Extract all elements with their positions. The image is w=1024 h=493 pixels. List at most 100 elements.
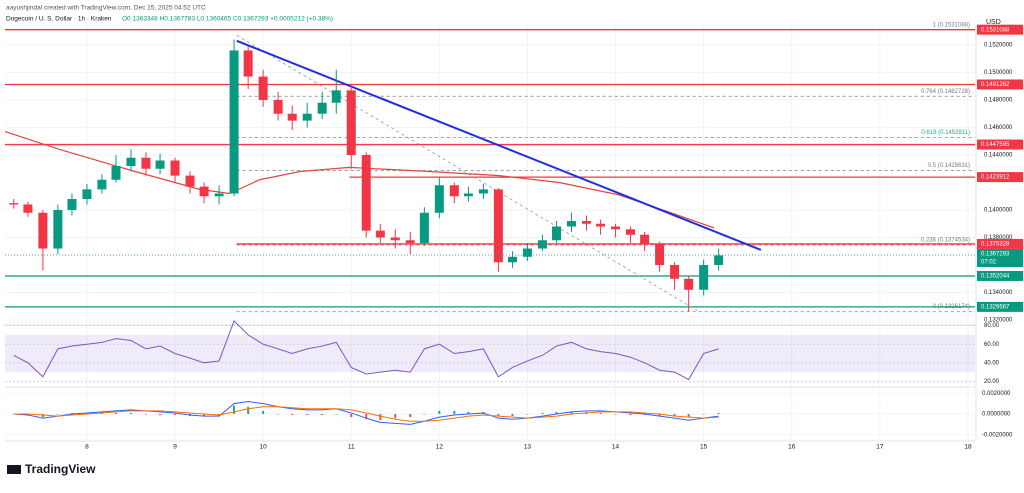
macd-histogram — [26, 414, 29, 416]
macd-histogram — [321, 414, 324, 416]
macd-histogram — [218, 414, 221, 416]
candle-body — [699, 265, 709, 290]
macd-line — [13, 401, 719, 425]
candle-body — [463, 193, 473, 197]
macd-histogram — [555, 411, 558, 414]
macd-tick-label: -0.0020000 — [982, 432, 1013, 438]
macd-histogram — [453, 410, 456, 414]
candle-body — [552, 226, 562, 241]
candle-body — [126, 157, 136, 166]
candle-body — [493, 189, 503, 263]
candle-body — [287, 113, 297, 121]
last-price-label: 0.1367293 — [981, 252, 1010, 258]
y-tick-label: 0.1500000 — [984, 70, 1013, 76]
level-tag-label: 0.1352044 — [981, 274, 1010, 280]
x-tick-label: 17 — [876, 444, 884, 451]
brand: TradingView — [25, 462, 96, 476]
logo-mark — [7, 465, 21, 474]
logo: TradingView — [7, 462, 96, 476]
candle-body — [346, 90, 356, 155]
level-tag-label: 0.1491262 — [981, 82, 1010, 88]
candle-body — [199, 186, 209, 197]
candle-body — [302, 113, 312, 121]
candle-body — [82, 189, 92, 200]
candle-body — [537, 240, 547, 249]
candle-body — [684, 278, 694, 290]
candle-body — [229, 50, 239, 194]
macd-histogram — [277, 414, 280, 415]
y-tick-label: 0.1440000 — [984, 153, 1013, 159]
candle-body — [67, 199, 77, 211]
x-tick-label: 13 — [524, 444, 532, 451]
x-tick-label: 16 — [788, 444, 796, 451]
signal-line — [13, 406, 719, 422]
x-tick-label: 8 — [85, 444, 89, 451]
ohlc: O0.1363348 H0.1367783 L0.1360465 C0.1367… — [122, 16, 333, 23]
candle-body — [38, 212, 48, 249]
macd-histogram — [174, 414, 177, 416]
macd-histogram — [306, 414, 309, 416]
candle-body — [596, 223, 606, 227]
candle-body — [9, 203, 19, 205]
macd-histogram — [144, 414, 147, 415]
candle-body — [97, 179, 107, 190]
candle-body — [243, 50, 253, 77]
candle-body — [185, 175, 195, 187]
moving-average — [4, 131, 715, 229]
macd-histogram — [129, 412, 132, 414]
candle-body — [626, 229, 636, 235]
macd-tick-label: 0.0020000 — [982, 391, 1011, 397]
macd-histogram — [70, 412, 73, 414]
macd-histogram — [541, 412, 544, 414]
macd-histogram — [687, 414, 690, 418]
last-price-tag — [977, 248, 1023, 267]
level-tag — [977, 24, 1023, 35]
macd-histogram — [85, 412, 88, 414]
candle-body — [23, 204, 33, 213]
macd-histogram — [56, 414, 59, 415]
y-tick-label: 0.1320000 — [984, 318, 1013, 324]
level-tag-label: 0.1423912 — [981, 175, 1010, 181]
candle-body — [581, 221, 591, 224]
macd-histogram — [467, 411, 470, 414]
level-tag — [977, 172, 1023, 183]
macd-histogram — [409, 414, 412, 418]
x-tick-label: 12 — [436, 444, 444, 451]
candle-body — [331, 90, 341, 103]
countdown: 07:02 — [981, 260, 997, 266]
candle-body — [478, 189, 488, 194]
macd-histogram — [41, 414, 44, 418]
level-tag — [977, 79, 1023, 90]
rsi-tick-label: 80.00 — [984, 323, 1000, 329]
x-tick-label: 15 — [700, 444, 708, 451]
candle-body — [522, 248, 532, 257]
candle-body — [214, 193, 224, 197]
level-tag-label: 0.1531088 — [981, 27, 1010, 33]
trendline — [236, 39, 762, 251]
level-tag — [977, 238, 1023, 249]
candle-body — [714, 255, 724, 266]
candle-body — [449, 185, 459, 197]
macd-histogram — [717, 412, 720, 414]
candle-body — [111, 165, 121, 180]
x-tick-label: 11 — [348, 444, 355, 451]
fib-label: 0.5 (0.1428631) — [928, 163, 970, 169]
macd-histogram — [570, 411, 573, 414]
macd-histogram — [247, 406, 250, 414]
macd-histogram — [599, 412, 602, 414]
macd-histogram — [203, 414, 206, 417]
macd-histogram — [673, 414, 676, 417]
x-tick-label: 14 — [612, 444, 620, 451]
candle-body — [273, 99, 283, 114]
macd-histogram — [643, 414, 646, 416]
y-tick-label: 0.1340000 — [984, 290, 1013, 296]
macd-histogram — [100, 412, 103, 414]
macd-histogram — [423, 414, 426, 415]
fib-label: 0.618 (0.1452811) — [921, 130, 970, 136]
level-tag — [977, 270, 1023, 281]
fib-label: 0.236 (0.1374534) — [921, 238, 970, 244]
fib-label: 0.764 (0.1482728) — [921, 89, 970, 95]
rsi-tick-label: 40.00 — [984, 360, 1000, 366]
macd-histogram — [614, 414, 617, 415]
